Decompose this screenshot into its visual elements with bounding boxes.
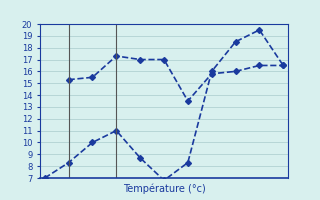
X-axis label: Température (°c): Température (°c) — [123, 184, 205, 194]
